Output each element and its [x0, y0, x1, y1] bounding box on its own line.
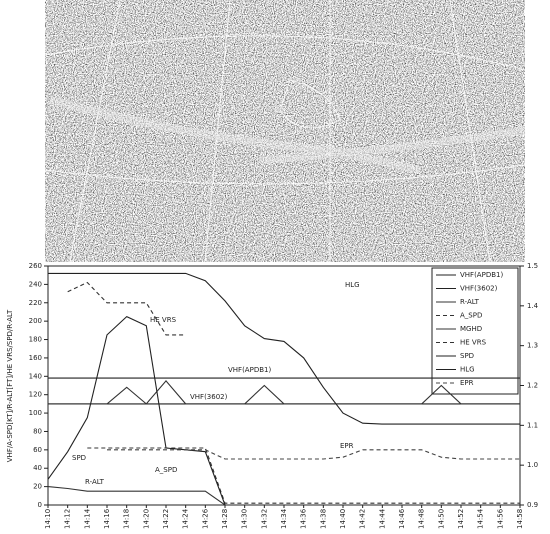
- y2-tick-label: 1.1: [527, 421, 538, 429]
- x-tick-label: 14:50: [437, 509, 445, 529]
- x-tick-label: 14:18: [123, 509, 131, 529]
- x-tick-label: 14:58: [516, 509, 524, 529]
- y-tick-label: 200: [29, 317, 42, 325]
- y-tick-label: 240: [29, 280, 42, 288]
- x-tick-label: 14:46: [398, 508, 406, 529]
- legend-label: HE VRS: [460, 339, 487, 347]
- annotation: HE VRS: [150, 316, 177, 324]
- legend-label: VHF(APDB1): [460, 271, 503, 279]
- annotation: VHF(APDB1): [228, 366, 271, 374]
- y-tick-label: 20: [33, 483, 42, 491]
- x-tick-label: 14:54: [477, 508, 485, 529]
- y-tick-label: 220: [29, 299, 42, 307]
- y-tick-label: 40: [33, 464, 42, 472]
- annotation: HLG: [345, 281, 360, 289]
- x-tick-label: 14:26: [201, 508, 209, 529]
- y-tick-label: 260: [29, 262, 42, 270]
- legend: VHF(APDB1) VHF(3602) R-ALT A_SPD MGHD HE VRS S…: [431, 267, 519, 395]
- series-line: [47, 486, 520, 506]
- y2-tick-label: 1.0: [527, 461, 538, 469]
- legend-label: A_SPD: [460, 312, 482, 320]
- annotation: VHF(3602): [190, 393, 228, 401]
- legend-label: EPR: [460, 379, 474, 387]
- x-tick-label: 14:34: [280, 508, 288, 529]
- series-line: [87, 447, 520, 504]
- y2-tick-label: 1.2: [527, 382, 538, 390]
- y-tick-label: 140: [29, 372, 42, 380]
- y-tick-label: 180: [29, 336, 42, 344]
- y-tick-label: 160: [29, 354, 42, 362]
- legend-label: MGHD: [460, 325, 482, 333]
- x-tick-label: 14:44: [378, 508, 386, 529]
- x-tick-label: 14:20: [142, 509, 150, 529]
- x-tick-label: 14:52: [457, 509, 465, 529]
- x-tick-label: 14:56: [496, 508, 504, 529]
- legend-label: R-ALT: [460, 298, 480, 306]
- series-line: [67, 281, 186, 336]
- x-tick-label: 14:14: [83, 508, 91, 529]
- y2-tick-label: 0.9: [527, 501, 538, 509]
- x-tick-label: 14:28: [221, 509, 229, 529]
- y-axis-title: VHF/A-SPD[KT]/R-ALT[FT]/HE VRS/SPD/R-ALT: [6, 309, 14, 462]
- x-tick-label: 14:16: [103, 508, 111, 529]
- series-line: [47, 315, 520, 506]
- x-tick-label: 14:10: [44, 509, 52, 529]
- series-line: [48, 380, 520, 405]
- x-tick-label: 14:40: [339, 509, 347, 529]
- y-tick-label: 100: [29, 409, 42, 417]
- x-tick-label: 14:12: [64, 509, 72, 529]
- y-tick-label: 60: [33, 446, 42, 454]
- y-tick-label: 80: [33, 427, 42, 435]
- x-tick-label: 14:32: [260, 509, 268, 529]
- x-tick-label: 14:24: [182, 508, 190, 529]
- legend-label: VHF(3602): [460, 285, 498, 293]
- x-tick-label: 14:36: [300, 508, 308, 529]
- legend-label: HLG: [460, 366, 475, 374]
- y2-tick-label: 1.3: [527, 342, 538, 350]
- x-tick-label: 14:22: [162, 509, 170, 529]
- annotation: A_SPD: [155, 466, 177, 474]
- satellite-image: [44, 0, 526, 263]
- legend-label: SPD: [460, 352, 474, 360]
- x-tick-label: 14:42: [359, 509, 367, 529]
- series-line: [48, 272, 520, 425]
- x-tick-label: 14:48: [418, 509, 426, 529]
- y-tick-label: 120: [29, 391, 42, 399]
- series-line: [107, 449, 520, 460]
- y2-tick-label: 1.4: [527, 302, 539, 310]
- x-tick-label: 14:30: [241, 509, 249, 529]
- annotation: EPR: [340, 442, 354, 450]
- y-tick-label: 0: [38, 501, 42, 509]
- y2-tick-label: 1.5: [527, 262, 538, 270]
- x-tick-label: 14:38: [319, 509, 327, 529]
- annotation: R-ALT: [85, 478, 105, 486]
- annotation: SPD: [72, 454, 86, 462]
